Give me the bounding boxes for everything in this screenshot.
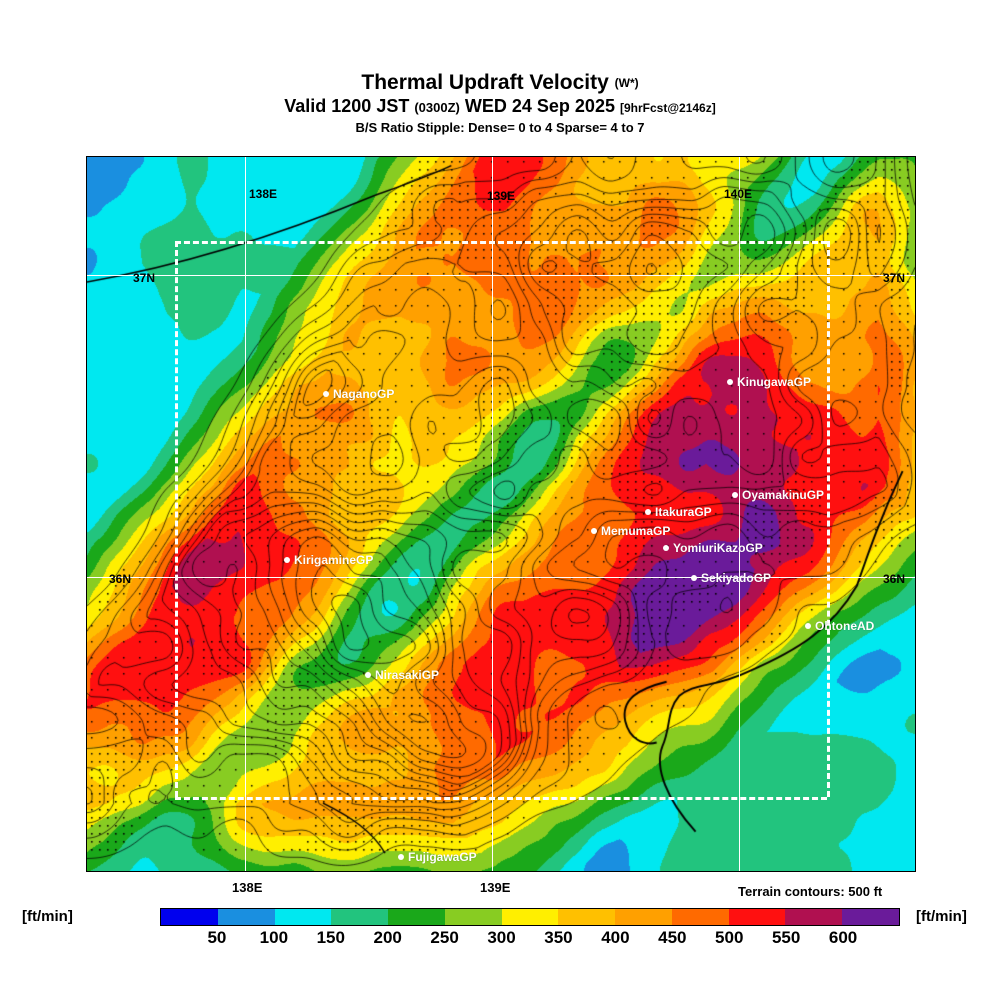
domain-box-top	[175, 241, 827, 244]
valid-time-utc: (0300Z)	[414, 100, 460, 115]
colorbar-tick: 550	[771, 928, 801, 947]
terrain-contour-note: Terrain contours: 500 ft	[738, 884, 883, 899]
station-marker[interactable]: NirasakiGP	[365, 666, 439, 684]
colorbar-tick: 150	[316, 928, 345, 947]
colorbar-tick: 50	[207, 928, 227, 947]
station-dot-icon	[284, 556, 290, 563]
station-label: NaganoGP	[333, 386, 395, 401]
colorbar-segment	[388, 909, 445, 925]
station-marker[interactable]: KinugawaGP	[727, 373, 811, 391]
forecast-hour-tag: [9hrFcst@2146z]	[619, 101, 716, 115]
station-marker[interactable]: ItakuraGP	[645, 503, 712, 521]
station-dot-icon	[645, 508, 651, 515]
station-label: OhtoneAD	[815, 618, 875, 633]
colorbar-segment	[274, 909, 332, 925]
lon-tick-bottom-138: 138E	[232, 880, 263, 895]
colorbar-tick: 500	[715, 928, 744, 947]
colorbar-tick: 600	[828, 928, 858, 947]
station-marker[interactable]: MemumaGP	[591, 522, 670, 540]
station-label: FujigawaGP	[408, 849, 477, 864]
graticule-lat-37	[87, 275, 915, 276]
valid-time-date: WED 24 Sep 2025	[464, 96, 615, 116]
lon-label-top-139: 139E	[487, 189, 516, 203]
colorbar-tick: 300	[487, 928, 516, 947]
station-marker[interactable]: OhtoneAD	[805, 617, 874, 635]
valid-time-main: Valid 1200 JST	[284, 96, 410, 116]
graticule-lon-140	[739, 157, 740, 871]
colorbar-segment	[161, 909, 218, 925]
station-marker[interactable]: NaganoGP	[323, 385, 394, 403]
station-label: NirasakiGP	[375, 667, 440, 682]
lat-label-right-37n: 37N	[883, 271, 906, 285]
colorbar-segment	[444, 909, 502, 925]
valid-time-line: Valid 1200 JST (0300Z) WED 24 Sep 2025 […	[0, 95, 1000, 119]
colorbar-legend: [ft/min] [ft/min] 50 100 150 200 250 300 350 40…	[0, 902, 1000, 952]
lon-label-top-138: 138E	[249, 187, 278, 201]
station-label: OyamakinuGP	[742, 487, 825, 502]
lat-label-left-37n: 37N	[133, 271, 156, 285]
station-dot-icon	[727, 378, 733, 385]
station-label: YomiuriKazoGP	[673, 540, 763, 555]
page-title: Thermal Updraft Velocity (W*)	[0, 72, 1000, 94]
header-block: Thermal Updraft Velocity (W*) Valid 1200…	[0, 72, 1000, 136]
colorbar-segment	[331, 909, 389, 925]
station-label: KirigamineGP	[294, 552, 374, 567]
station-dot-icon	[591, 527, 597, 534]
colorbar-unit-left: [ft/min]	[22, 908, 73, 925]
stipple-legend-note: B/S Ratio Stipple: Dense= 0 to 4 Sparse=…	[355, 120, 645, 135]
colorbar-segment	[728, 909, 786, 925]
colorbar-tick: 450	[658, 928, 687, 947]
domain-box-left	[175, 241, 178, 797]
colorbar-segment	[785, 909, 843, 925]
colorbar-segment	[842, 909, 899, 925]
colorbar-segment	[615, 909, 672, 925]
colorbar-segment	[501, 909, 559, 925]
station-dot-icon	[323, 390, 329, 397]
station-dot-icon	[805, 622, 811, 629]
station-marker[interactable]: OyamakinuGP	[732, 486, 824, 504]
station-marker[interactable]: YomiuriKazoGP	[663, 539, 763, 557]
station-marker[interactable]: SekiyadoGP	[691, 569, 771, 587]
forecast-map[interactable]: 138E 139E 140E 37N 37N 36N 36N NaganoGP …	[86, 156, 916, 872]
station-marker[interactable]: KirigamineGP	[284, 551, 373, 569]
station-dot-icon	[732, 491, 738, 498]
colorbar-tick: 100	[259, 928, 289, 947]
station-label: SekiyadoGP	[701, 570, 772, 585]
lat-label-right-36n: 36N	[883, 572, 906, 586]
domain-box-right	[827, 241, 830, 797]
station-label: MemumaGP	[601, 523, 671, 538]
colorbar-tick: 350	[544, 928, 573, 947]
station-marker[interactable]: FujigawaGP	[398, 848, 477, 866]
title-superscript: (W*)	[614, 76, 639, 90]
domain-box-bottom	[175, 797, 827, 800]
station-label: ItakuraGP	[655, 504, 712, 519]
colorbar-tick-labels: 50 100 150 200 250 300 350 400 450 500 550 600	[160, 928, 900, 950]
colorbar-segment	[671, 909, 729, 925]
colorbar-tick: 200	[373, 928, 402, 947]
station-dot-icon	[365, 671, 371, 678]
graticule-lon-138	[245, 157, 246, 871]
colorbar-segment	[217, 909, 275, 925]
title-text: Thermal Updraft Velocity	[361, 71, 609, 94]
station-dot-icon	[663, 544, 669, 551]
colorbar-tick: 400	[601, 928, 630, 947]
colorbar-unit-right: [ft/min]	[916, 908, 967, 925]
graticule-lat-36	[87, 577, 915, 578]
station-dot-icon	[398, 853, 404, 860]
station-dot-icon	[691, 574, 697, 581]
lon-label-top-140: 140E	[724, 187, 753, 201]
colorbar-segment	[558, 909, 616, 925]
station-label: KinugawaGP	[737, 374, 812, 389]
graticule-lon-139	[492, 157, 493, 871]
lat-label-left-36n: 36N	[109, 572, 132, 586]
colorbar-tick: 250	[430, 928, 459, 947]
lon-tick-bottom-139: 139E	[480, 880, 511, 895]
colorbar-swatches	[160, 908, 900, 926]
thermal-updraft-field	[87, 157, 915, 871]
